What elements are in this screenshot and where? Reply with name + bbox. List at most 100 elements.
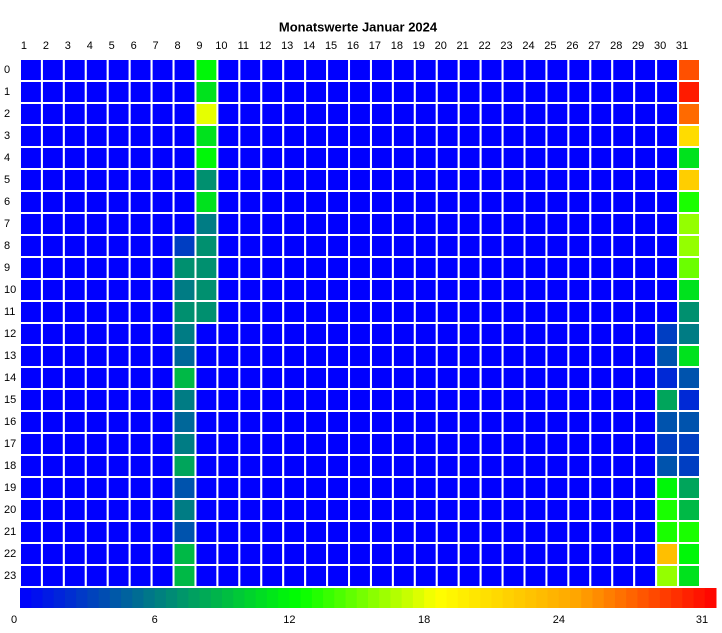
- heat-cell: [194, 190, 219, 214]
- heat-cell: [677, 344, 701, 368]
- heat-cell: [84, 564, 109, 588]
- heat-cell: [172, 344, 197, 368]
- heat-cell: [260, 410, 285, 434]
- heat-cell: [435, 278, 460, 302]
- colorbar-swatch: [502, 588, 515, 608]
- heat-cell: [545, 410, 570, 434]
- heat-cell: [19, 476, 43, 500]
- heat-cell: [545, 542, 570, 566]
- colorbar-swatch: [300, 588, 313, 608]
- heat-cell: [523, 366, 548, 390]
- colorbar-swatch: [132, 588, 144, 608]
- heat-cell: [413, 102, 438, 126]
- heat-cell: [545, 520, 570, 544]
- y-tick-label: 11: [4, 306, 15, 318]
- x-tick-label: 4: [87, 40, 93, 52]
- heat-cell: [282, 454, 307, 478]
- heat-cell: [545, 234, 570, 258]
- heat-cell: [435, 498, 460, 522]
- heat-cell: [413, 454, 438, 478]
- heat-cell: [194, 102, 219, 126]
- heat-cell: [633, 366, 658, 390]
- heat-cell: [545, 256, 570, 280]
- heat-cell: [677, 234, 701, 258]
- heat-cell: [282, 388, 307, 412]
- heat-cell: [523, 564, 548, 588]
- x-tick-label: 21: [457, 40, 469, 52]
- heat-cell: [172, 366, 197, 390]
- heat-cell: [172, 124, 197, 148]
- heat-cell: [216, 278, 241, 302]
- heat-cell: [172, 520, 197, 544]
- heat-cell: [633, 256, 658, 280]
- colorbar-swatch: [154, 588, 167, 608]
- heat-cell: [479, 322, 504, 346]
- heat-cell: [348, 542, 372, 566]
- heat-cell: [216, 146, 241, 170]
- heat-cell: [523, 476, 548, 500]
- heat-cell: [545, 190, 570, 214]
- heat-cell: [194, 542, 219, 566]
- colorbar-swatch: [98, 588, 111, 608]
- heat-cell: [40, 410, 65, 434]
- colorbar-swatch: [513, 588, 526, 608]
- heat-cell: [19, 498, 43, 522]
- colorbar-swatch: [311, 588, 324, 608]
- heat-cell: [457, 190, 482, 214]
- heat-cell: [282, 234, 307, 258]
- heat-cell: [435, 322, 460, 346]
- heat-cell: [128, 344, 153, 368]
- heat-cell: [457, 432, 482, 456]
- heat-cell: [435, 102, 460, 126]
- heat-cell: [172, 256, 197, 280]
- heat-cell: [655, 454, 680, 478]
- heat-cell: [369, 542, 394, 566]
- heat-cell: [413, 564, 438, 588]
- heat-cell: [413, 476, 438, 500]
- heat-cell: [62, 256, 87, 280]
- heat-cell: [501, 366, 526, 390]
- heat-cell: [150, 124, 175, 148]
- heat-cell: [545, 168, 570, 192]
- heat-cell: [260, 212, 285, 236]
- heat-cell: [172, 212, 197, 236]
- heat-cell: [348, 146, 372, 170]
- heat-cell: [523, 322, 548, 346]
- y-tick-label: 12: [4, 328, 16, 340]
- heat-cell: [128, 410, 153, 434]
- heat-cell: [655, 234, 680, 258]
- heat-cell: [348, 256, 372, 280]
- heat-cell: [172, 168, 197, 192]
- heat-cell: [260, 322, 285, 346]
- heat-cell: [369, 256, 394, 280]
- y-tick-label: 8: [4, 240, 10, 252]
- heat-cell: [523, 190, 548, 214]
- heat-cell: [348, 344, 372, 368]
- heat-cell: [216, 80, 241, 104]
- heat-cell: [282, 432, 307, 456]
- heat-cell: [172, 388, 197, 412]
- heat-cell: [128, 102, 153, 126]
- heat-cell: [304, 542, 329, 566]
- heat-cell: [523, 520, 548, 544]
- heat-cell: [611, 278, 636, 302]
- heat-cell: [172, 432, 197, 456]
- heat-cell: [216, 410, 241, 434]
- heat-cell: [523, 80, 548, 104]
- heat-cell: [62, 410, 87, 434]
- heat-cell: [282, 278, 307, 302]
- heat-cell: [633, 542, 658, 566]
- heat-cell: [216, 168, 241, 192]
- heat-cell: [457, 80, 482, 104]
- heat-cell: [435, 80, 460, 104]
- y-tick-label: 10: [4, 284, 16, 296]
- heat-cell: [304, 322, 329, 346]
- heat-cell: [216, 432, 241, 456]
- heat-cell: [391, 410, 416, 434]
- x-tick-label: 16: [347, 40, 359, 52]
- heat-cell: [128, 322, 153, 346]
- heat-cell: [62, 432, 87, 456]
- heat-cell: [391, 212, 416, 236]
- heat-cell: [479, 476, 504, 500]
- heat-cell: [611, 322, 636, 346]
